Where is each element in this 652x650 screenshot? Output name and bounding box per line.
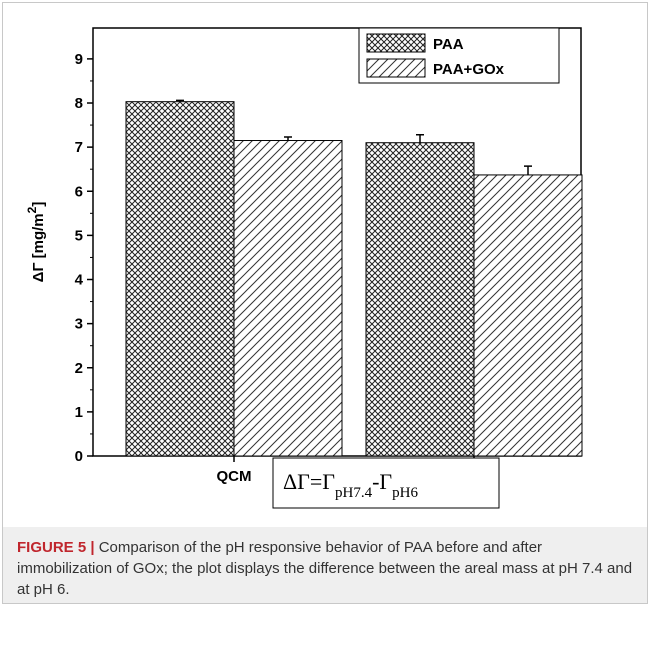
error-bar xyxy=(176,99,184,102)
y-tick-label: 7 xyxy=(75,139,83,156)
caption: FIGURE 5 | Comparison of the pH responsi… xyxy=(3,527,647,603)
annotation-text: -Γ xyxy=(372,469,392,494)
legend-swatch xyxy=(366,58,426,78)
y-label-sup: 2 xyxy=(25,206,39,213)
error-bar xyxy=(284,136,292,141)
y-label-text: ΔΓ [mg/m xyxy=(30,213,47,282)
y-label-suffix: ] xyxy=(30,202,47,207)
annotation: ΔΓ=ΓpH7.4-ΓpH6 xyxy=(283,469,418,501)
legend-label: PAA+GOx xyxy=(433,61,505,78)
y-tick-label: 2 xyxy=(75,360,83,377)
error-bar xyxy=(416,134,424,143)
bar xyxy=(233,140,343,457)
bar xyxy=(365,142,475,457)
legend-label: PAA xyxy=(433,36,464,53)
y-tick-label: 1 xyxy=(75,404,83,421)
legend-swatch xyxy=(366,33,426,53)
caption-label: FIGURE 5 | xyxy=(17,539,95,556)
annotation-subscript: pH6 xyxy=(392,485,418,501)
annotation-text: ΔΓ=Γ xyxy=(283,469,335,494)
y-tick-label: 0 xyxy=(75,448,83,465)
error-bar xyxy=(524,165,532,175)
bar xyxy=(125,101,235,457)
annotation-subscript: pH7.4 xyxy=(335,485,373,501)
x-tick-label: QCM xyxy=(217,468,252,485)
bar xyxy=(473,174,583,457)
y-tick-label: 4 xyxy=(75,272,84,289)
y-tick-label: 6 xyxy=(75,183,83,200)
y-tick-label: 8 xyxy=(75,95,83,112)
caption-text: Comparison of the pH responsive behavior… xyxy=(17,539,633,598)
y-tick-label: 3 xyxy=(75,316,83,333)
y-axis-label: ΔΓ [mg/m2] xyxy=(25,202,47,283)
y-tick-label: 9 xyxy=(75,51,83,68)
y-tick-label: 5 xyxy=(75,227,83,244)
annotation-box xyxy=(272,457,500,509)
